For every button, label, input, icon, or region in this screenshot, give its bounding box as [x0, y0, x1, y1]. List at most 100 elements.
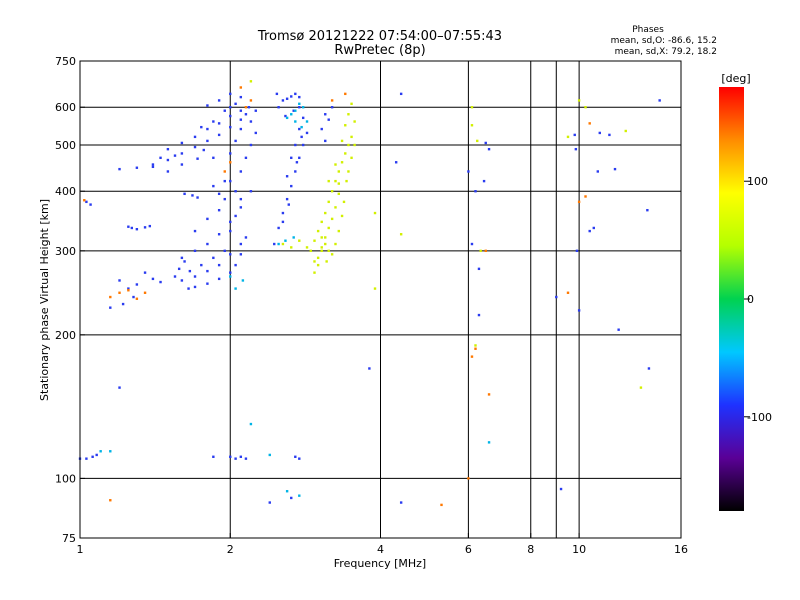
y-tick-label: 600 [55, 101, 76, 114]
data-point [327, 249, 330, 253]
data-point [470, 106, 474, 109]
data-point [467, 170, 470, 173]
data-point [234, 102, 237, 106]
data-point [202, 148, 205, 152]
data-point [340, 214, 344, 218]
data-point [206, 139, 209, 143]
y-tick-label: 750 [55, 55, 76, 68]
colorbar: [deg] 100 0 -100 [719, 72, 772, 511]
data-point [290, 184, 293, 188]
data-point [300, 125, 303, 129]
data-point [239, 109, 243, 112]
data-point [324, 113, 327, 116]
data-point [249, 422, 253, 426]
data-point [284, 114, 287, 118]
data-point [324, 139, 327, 143]
data-point [290, 496, 293, 500]
data-point [109, 295, 112, 299]
data-point [294, 170, 297, 173]
data-point [177, 267, 181, 271]
data-point [316, 256, 320, 260]
grid-lines [80, 61, 681, 538]
data-point [340, 139, 344, 143]
data-point [320, 246, 323, 249]
stats-x-mode: mean, sd,X: 79.2, 18.2 [615, 47, 717, 57]
data-point [330, 253, 334, 256]
data-point [577, 309, 581, 312]
data-point [313, 271, 316, 274]
data-point [273, 242, 276, 246]
data-point [109, 450, 112, 453]
data-point [249, 190, 253, 193]
data-point [234, 190, 237, 193]
data-point [584, 195, 587, 198]
data-point [135, 283, 139, 286]
data-point [212, 455, 215, 458]
data-point [187, 287, 190, 290]
data-point [249, 143, 253, 147]
data-point [573, 133, 576, 137]
data-point [234, 457, 237, 460]
data-point [320, 249, 323, 253]
chart-subtitle: RwPretec (8p) [334, 43, 425, 58]
x-axis-ticks: 1 2 4 6 8 10 16 [77, 533, 688, 556]
data-point [368, 367, 371, 370]
data-point [180, 141, 184, 145]
data-point [474, 344, 477, 347]
data-point [639, 386, 643, 389]
data-point [327, 118, 330, 121]
colorbar-tick-label: -100 [747, 411, 772, 424]
data-point [277, 226, 280, 230]
data-point [592, 226, 595, 230]
colorbar-ticks: 100 0 -100 [744, 175, 772, 424]
y-tick-label: 300 [55, 245, 76, 258]
data-point [148, 224, 152, 228]
data-point [285, 97, 289, 100]
data-point [229, 220, 232, 224]
data-point [646, 208, 649, 212]
data-point [217, 122, 221, 125]
data-point [467, 477, 470, 480]
data-point [474, 347, 477, 350]
data-point [327, 179, 330, 183]
data-point [223, 109, 226, 112]
data-point [268, 501, 271, 504]
data-point [193, 249, 197, 253]
data-point [83, 199, 86, 202]
data-point [337, 170, 341, 173]
data-point [399, 233, 403, 236]
data-point [479, 249, 482, 253]
data-point [617, 328, 620, 331]
data-point [294, 143, 297, 147]
data-point [151, 277, 155, 281]
x-axis-label: Frequency [MHz] [334, 557, 426, 570]
data-point [166, 147, 170, 151]
data-point [290, 246, 293, 249]
data-point [180, 256, 184, 260]
data-point [470, 355, 474, 358]
data-point [196, 196, 199, 199]
data-point [477, 267, 481, 271]
data-point [295, 161, 299, 164]
data-point [183, 260, 186, 263]
data-point [484, 141, 487, 145]
data-point [229, 275, 232, 278]
data-point [217, 277, 221, 281]
data-point [234, 287, 237, 290]
data-point [135, 297, 139, 300]
data-point [109, 499, 112, 502]
data-point [173, 154, 177, 157]
data-point [337, 229, 341, 233]
data-point [350, 156, 353, 160]
data-point [159, 280, 162, 284]
data-points [78, 80, 661, 507]
data-point [624, 129, 627, 133]
x-tick-label: 16 [674, 543, 688, 556]
data-point [320, 236, 323, 239]
data-point [217, 133, 221, 137]
data-point [330, 217, 334, 221]
data-point [229, 152, 232, 155]
data-point [298, 106, 301, 109]
data-point [470, 124, 474, 127]
data-point [229, 161, 232, 164]
